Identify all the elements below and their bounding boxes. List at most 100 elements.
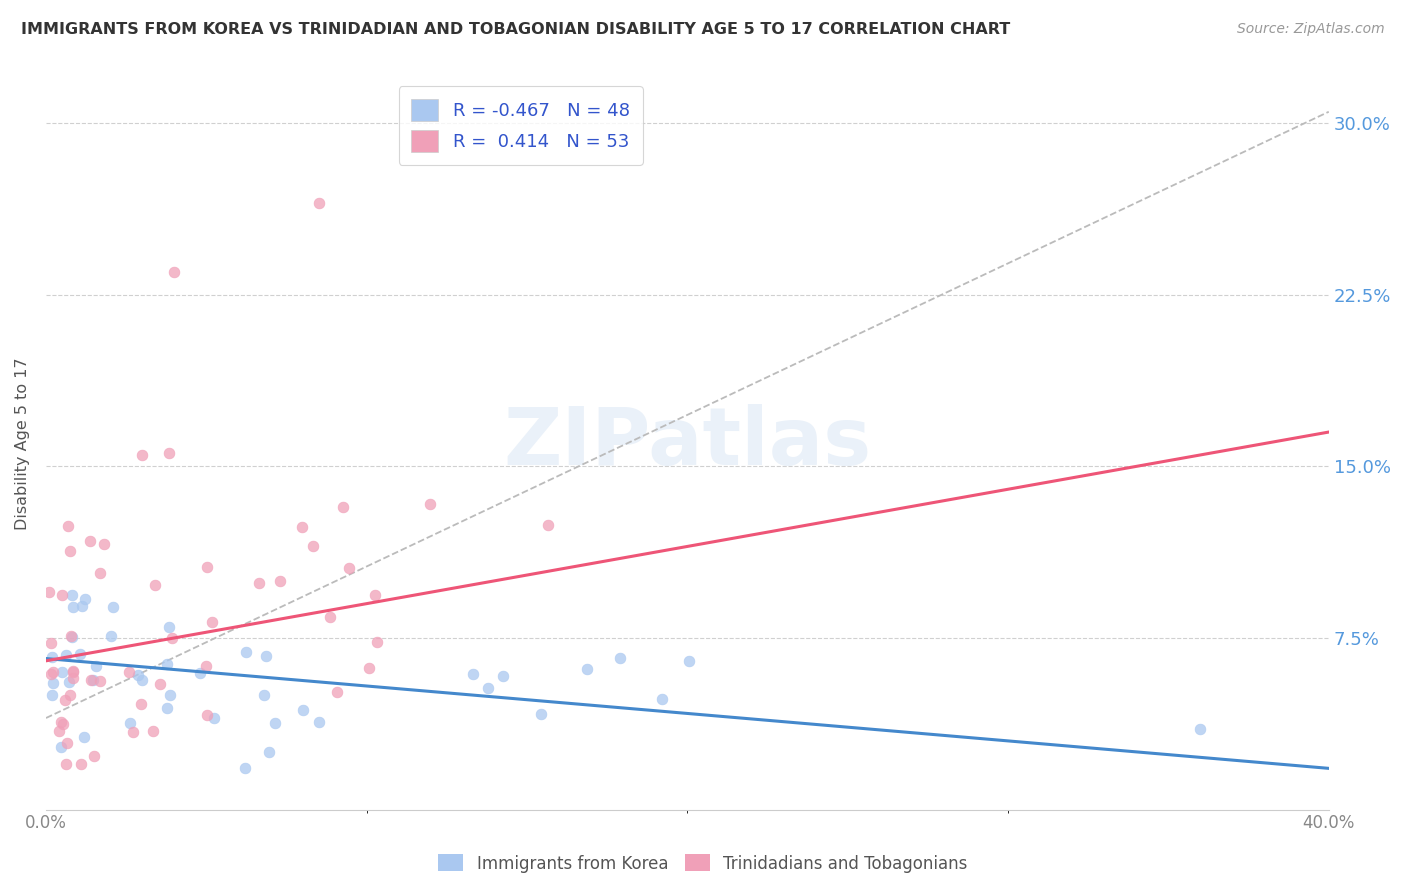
Point [51, 665, 73, 679]
Text: Source: ZipAtlas.com: Source: ZipAtlas.com [1237, 22, 1385, 37]
Point [69, 647, 91, 661]
Point [55, 756, 77, 771]
Point [80, 673, 103, 687]
Point [131, 673, 153, 688]
Point [142, 723, 165, 738]
Point [651, 692, 673, 706]
Point [149, 677, 172, 691]
Point [253, 688, 276, 702]
Point [41, 649, 63, 664]
Point [537, 518, 560, 533]
Point [188, 666, 211, 681]
Point [101, 599, 124, 614]
Point [201, 615, 224, 629]
Point [79, 534, 101, 549]
Point [264, 715, 287, 730]
Point [60, 629, 83, 643]
Point [337, 561, 360, 575]
Point [62, 665, 84, 679]
Point [55, 736, 77, 750]
Point [62, 671, 84, 685]
Point [195, 560, 218, 574]
Point [55, 648, 77, 662]
Point [291, 520, 314, 534]
Point [62, 664, 84, 678]
Point [1189, 723, 1212, 737]
Point [62, 600, 84, 615]
Point [51, 588, 73, 602]
Point [269, 574, 291, 588]
Point [143, 578, 166, 592]
Point [357, 661, 380, 675]
Point [363, 588, 385, 602]
Point [308, 714, 330, 729]
Point [51, 740, 73, 755]
Point [202, 711, 225, 725]
Point [159, 689, 181, 703]
Point [195, 708, 218, 723]
Point [53, 692, 76, 706]
Point [39, 666, 62, 681]
Point [157, 620, 180, 634]
Point [82, 673, 104, 687]
Text: IMMIGRANTS FROM KOREA VS TRINIDADIAN AND TOBAGONIAN DISABILITY AGE 5 TO 17 CORRE: IMMIGRANTS FROM KOREA VS TRINIDADIAN AND… [21, 22, 1011, 37]
Point [366, 635, 388, 649]
Legend: R = -0.467   N = 48, R =  0.414   N = 53: R = -0.467 N = 48, R = 0.414 N = 53 [399, 87, 643, 165]
Point [100, 629, 122, 643]
Point [70, 756, 93, 771]
Point [156, 700, 179, 714]
Point [131, 697, 153, 711]
Point [58, 519, 80, 533]
Point [89, 674, 111, 689]
Point [609, 651, 631, 665]
Point [60, 630, 83, 644]
Point [461, 667, 484, 681]
Point [118, 665, 141, 679]
Point [326, 684, 349, 698]
Point [75, 591, 97, 606]
Point [51, 715, 73, 730]
Point [93, 537, 115, 551]
Point [122, 725, 145, 739]
Point [257, 745, 280, 759]
Point [194, 658, 217, 673]
Point [120, 715, 142, 730]
Point [73, 730, 96, 744]
Point [41, 675, 63, 690]
Point [247, 576, 270, 591]
Point [48, 724, 70, 739]
Point [60, 588, 83, 602]
Point [160, 631, 183, 645]
Point [84, 659, 107, 673]
Point [156, 657, 179, 671]
Point [233, 761, 256, 775]
Point [58, 675, 80, 690]
Point [163, 265, 186, 279]
Point [318, 609, 340, 624]
Point [157, 445, 180, 459]
Point [291, 703, 314, 717]
Point [530, 706, 553, 721]
Point [38, 585, 60, 599]
Point [419, 497, 441, 511]
Point [254, 648, 277, 663]
Legend: Immigrants from Korea, Trinidadians and Tobagonians: Immigrants from Korea, Trinidadians and … [432, 847, 974, 880]
Point [39, 636, 62, 650]
Point [308, 196, 330, 211]
Point [59, 544, 82, 558]
Point [89, 566, 111, 581]
Point [491, 669, 513, 683]
Point [59, 689, 82, 703]
Point [83, 748, 105, 763]
Point [70, 599, 93, 614]
Point [301, 539, 323, 553]
Point [41, 688, 63, 702]
Point [51, 716, 73, 731]
Point [235, 645, 257, 659]
Point [576, 662, 599, 676]
Point [127, 668, 149, 682]
Point [332, 500, 354, 514]
Y-axis label: Disability Age 5 to 17: Disability Age 5 to 17 [15, 357, 30, 530]
Text: ZIPatlas: ZIPatlas [503, 404, 872, 483]
Point [42, 665, 65, 679]
